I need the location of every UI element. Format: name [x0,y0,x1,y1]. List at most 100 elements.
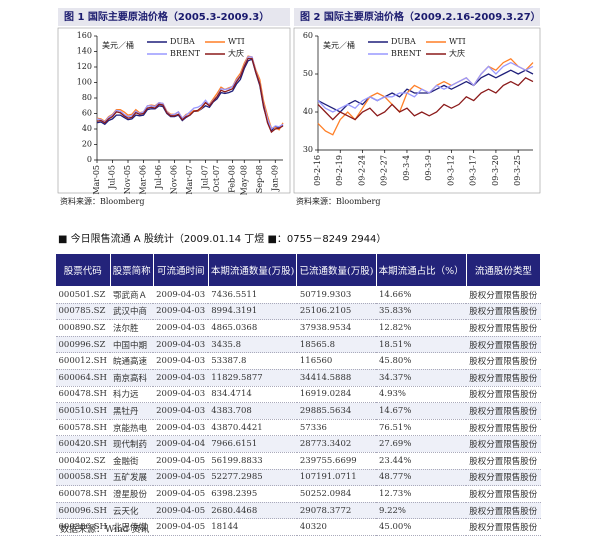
table-cell: 14.67% [376,402,467,420]
table-cell: 56199.8833 [208,452,297,470]
legend-label: 大庆 [449,48,465,58]
table-cell: 600578.SH [55,419,111,437]
table-cell: 2009-04-05 [153,485,209,503]
table-cell: 2009-04-04 [153,435,209,453]
x-tick-label: Oct-07 [212,165,221,192]
header-cell: 可流通时间 [152,253,209,287]
table-cell: 2009-04-03 [153,402,209,420]
line-series [317,77,534,121]
y-tick-label: 80 [82,93,92,102]
x-tick-label: 09-2-19 [335,155,344,186]
header-cell: 股票代码 [55,253,111,287]
table-cell: 6398.2395 [208,485,297,503]
table-cell: 2009-04-05 [153,502,209,520]
x-tick-label: 09-2-27 [380,155,389,186]
table-cell: 600420.SH [55,435,111,453]
table-row: 600386.SH 北巴传媒 2009-04-05 18144 40320 45.00% 股… [55,518,541,536]
table-cell: 12.73% [376,485,467,503]
table-cell: 600386.SH [55,518,111,536]
table-cell: 45.80% [376,352,467,370]
table-cell: 2680.4468 [208,502,297,520]
table-cell: 116560 [296,352,376,370]
y-tick-label: 40 [82,124,92,133]
table-cell: 股权分置限售股份 [466,452,541,470]
table-cell: 12.82% [376,319,467,337]
legend-label: DUBA [391,37,416,46]
title-bar [294,8,540,26]
table-cell: 000890.SZ [55,319,111,337]
table-cell: 2009-04-05 [153,518,209,536]
table-cell: 北巴传媒 [110,518,154,536]
table-cell: 29078.3772 [296,502,376,520]
table-row: 000501.SZ 鄂武商Ａ 2009-04-03 7436.5511 50719.93… [55,286,541,304]
table-cell: 43870.4421 [208,419,297,437]
x-tick-label: 09-3-12 [446,155,455,186]
x-tick-label: 09-2-24 [357,155,366,186]
table-cell: 2009-04-03 [153,419,209,437]
table-row: 000058.SH 五矿发展 2009-04-05 52277.2985 107191.… [55,469,541,487]
table-cell: 股权分置限售股份 [466,352,541,370]
table-cell: 000058.SH [55,469,111,487]
table-cell: 18565.8 [296,336,376,354]
table-row: 600064.SH 南京高科 2009-04-03 11829.5877 34414.5… [55,369,541,387]
table-cell: 4.93% [376,386,467,404]
table-cell: 2009-04-03 [153,336,209,354]
table-cell: 000785.SZ [55,303,111,321]
table-cell: 18144 [208,518,297,536]
table-cell: 9.22% [376,502,467,520]
table-cell: 中国中期 [110,336,154,354]
x-tick-label: May-08 [239,165,248,195]
table-cell: 50719.9303 [296,286,376,304]
table-cell: 3435.8 [208,336,297,354]
table-cell: 37938.9534 [296,319,376,337]
table-cell: 14.66% [376,286,467,304]
line-series [96,56,284,131]
table-row: 600578.SH 京能热电 2009-04-03 43870.4421 57336 76… [55,419,541,437]
header-row: 股票代码 股票简称 可流通时间 本期流通数量(万股) 已流通数量(万股) 本期流通占比（%… [55,253,542,287]
x-tick-label: 09-3-9 [424,155,433,181]
table-cell: 50252.0984 [296,485,376,503]
x-tick-label: Jul-06 [154,165,163,190]
table-cell: 000996.SZ [55,336,111,354]
table-cell: 法尔胜 [110,319,154,337]
table-cell: 4865.0368 [208,319,297,337]
table-cell: 2009-04-03 [153,386,209,404]
y-tick-label: 100 [77,78,92,87]
table-cell: 股权分置限售股份 [466,469,541,487]
table-cell: 600478.SH [55,386,111,404]
charts: 图 1 国际主要原油价格（2005.3-2009.3） 0 20 40 60 80 100 1… [57,8,541,206]
y-tick-label: 120 [77,62,92,71]
table-cell: 科力远 [110,386,154,404]
table-cell: 武汉中商 [110,303,154,321]
header-cell: 已流通数量(万股) [296,253,377,287]
table-cell: 27.69% [376,435,467,453]
table-cell: 107191.0711 [296,469,376,487]
x-tick-label: Nov-05 [123,165,132,194]
table-row: 600012.SH 皖通高速 2009-04-03 53387.8 116560 45.8… [55,352,541,370]
table-cell: 834.4714 [208,386,297,404]
table-cell: 鄂武商Ａ [110,286,154,304]
table-cell: 11829.5877 [208,369,297,387]
legend-label: 大庆 [228,48,244,58]
table-cell: 股权分置限售股份 [466,386,541,404]
table-cell: 2009-04-05 [153,469,209,487]
table-cell: 云天化 [110,502,154,520]
table-cell: 23.44% [376,452,467,470]
table-cell: 股权分置限售股份 [466,303,541,321]
y-axis-label: 美元／桶 [102,40,134,50]
table-cell: 7436.5511 [208,286,297,304]
table-cell: 16919.0284 [296,386,376,404]
table-cell: 40320 [296,518,376,536]
table-cell: 京能热电 [110,419,154,437]
table-cell: 现代制药 [110,435,154,453]
table-cell: 000501.SZ [55,286,111,304]
x-tick-label: Jul-07 [201,165,210,190]
legend-label: WTI [449,37,466,46]
table-cell: 28773.3402 [296,435,376,453]
x-tick-label: Feb-08 [228,165,237,193]
source-note: 资料来源：Bloomberg [296,196,380,206]
y-tick-label: 0 [87,155,92,164]
y-tick-label: 30 [303,145,313,154]
header-cell: 本期流通数量(万股) [207,253,298,287]
